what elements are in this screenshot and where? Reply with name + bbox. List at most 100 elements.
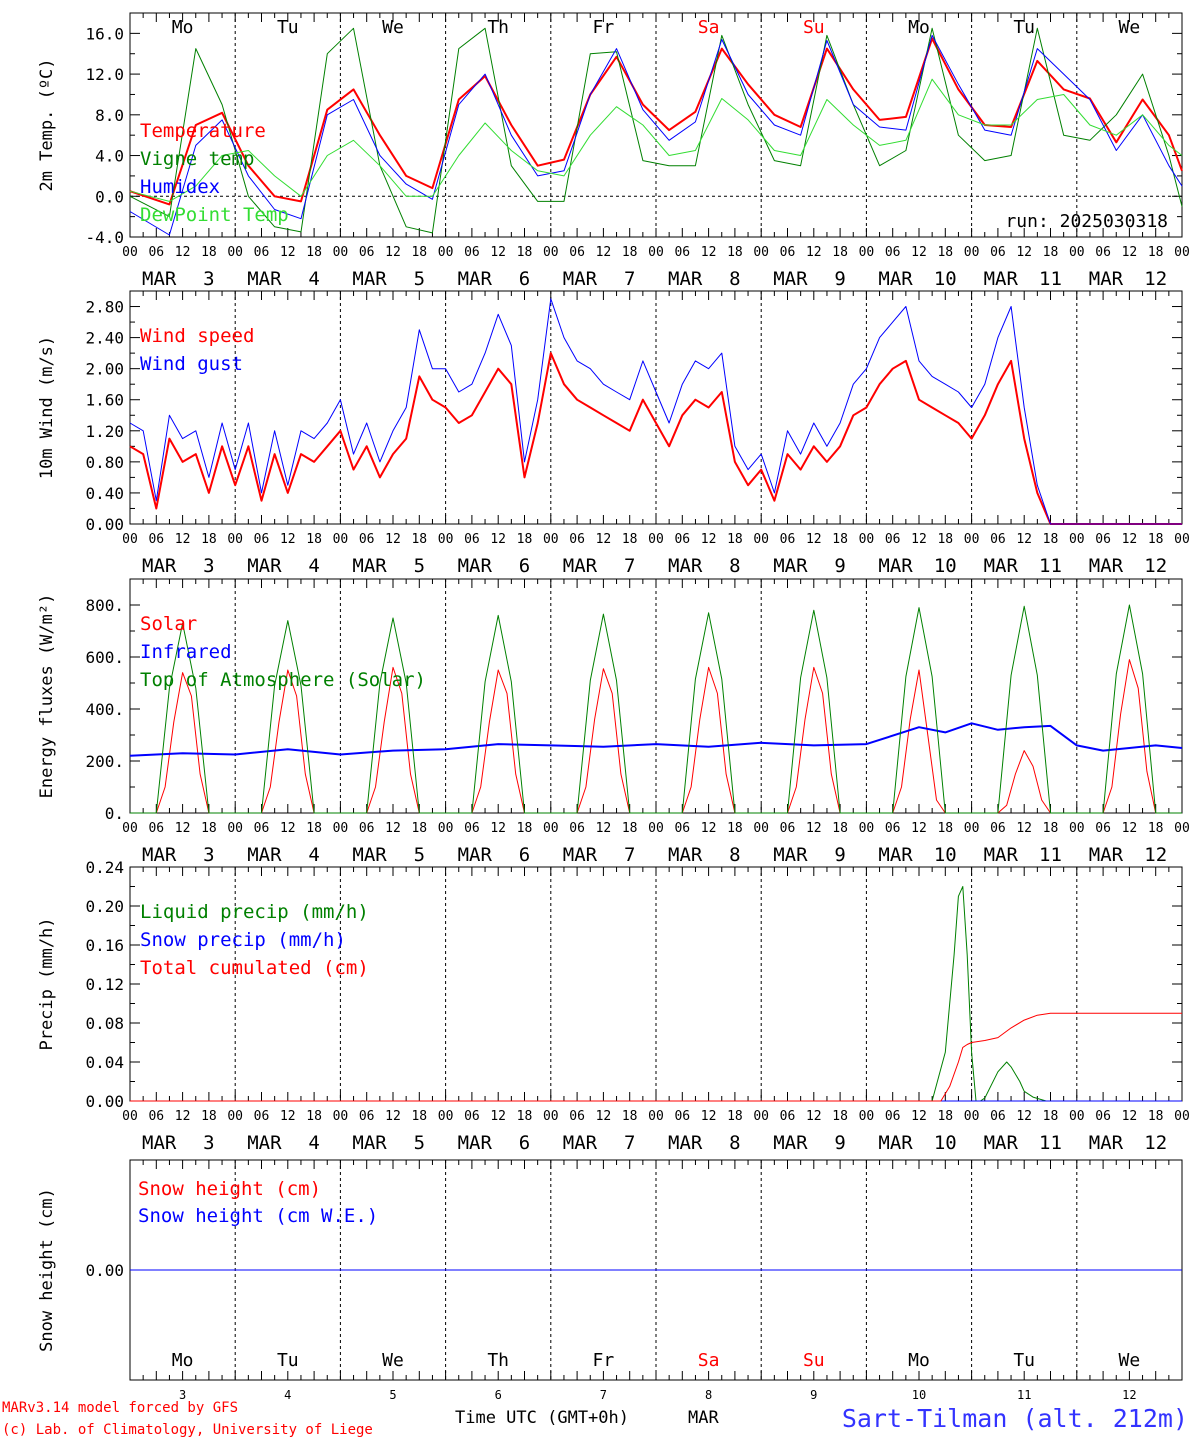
date-day-label: 4 xyxy=(308,555,319,577)
date-day-label: 9 xyxy=(834,268,845,290)
hour-tick-label: 06 xyxy=(780,821,796,836)
hour-tick-label: 18 xyxy=(1043,245,1059,260)
hour-tick-label: 12 xyxy=(280,245,296,260)
hour-tick-label: 12 xyxy=(596,245,612,260)
hour-tick-label: 00 xyxy=(1069,1109,1085,1124)
hour-tick-label: 00 xyxy=(333,821,349,836)
legend-entry: Snow height (cm) xyxy=(138,1178,321,1200)
date-day-label: 11 xyxy=(1039,1132,1062,1154)
date-day-label: 12 xyxy=(1144,844,1167,866)
legend-entry: Solar xyxy=(140,613,197,635)
xaxis-month: MAR xyxy=(688,1408,719,1428)
y-tick-label: 0.0 xyxy=(95,187,124,206)
hour-tick-label: 18 xyxy=(622,1109,638,1124)
date-month-label: MAR xyxy=(878,268,913,290)
hour-tick-label: 12 xyxy=(701,245,717,260)
hour-tick-label: 12 xyxy=(1016,532,1032,547)
y-axis-label: Precip (mm/h) xyxy=(37,917,57,1050)
hour-tick-label: 06 xyxy=(464,821,480,836)
date-day-label: 6 xyxy=(519,844,530,866)
hour-tick-label: 00 xyxy=(753,532,769,547)
y-tick-label: -4.0 xyxy=(85,228,124,247)
date-day-label: 3 xyxy=(203,555,214,577)
hour-tick-label: 00 xyxy=(1069,821,1085,836)
hour-tick-label: 06 xyxy=(148,821,164,836)
hour-tick-label: 18 xyxy=(832,245,848,260)
hour-tick-label: 12 xyxy=(280,1109,296,1124)
hour-tick-label: 18 xyxy=(937,532,953,547)
date-day-label: 8 xyxy=(729,555,740,577)
hour-tick-label: 18 xyxy=(411,245,427,260)
hour-tick-label: 18 xyxy=(1148,245,1164,260)
hour-tick-label: 12 xyxy=(701,1109,717,1124)
y-tick-label: 8.0 xyxy=(95,106,124,125)
hour-tick-label: 06 xyxy=(990,821,1006,836)
date-day-label: 8 xyxy=(729,844,740,866)
day-name-bottom: Mo xyxy=(908,1350,930,1371)
day-name-top: We xyxy=(382,17,404,38)
footer: MARv3.14 model forced by GFS (c) Lab. of… xyxy=(2,1400,1188,1438)
date-month-label: MAR xyxy=(458,268,493,290)
hour-tick-label: 00 xyxy=(859,245,875,260)
day-name-top: Su xyxy=(803,17,825,38)
hour-tick-label: 12 xyxy=(175,1109,191,1124)
hour-tick-label: 18 xyxy=(727,821,743,836)
date-day-label: 3 xyxy=(203,1132,214,1154)
hour-tick-label: 00 xyxy=(859,1109,875,1124)
hour-tick-label: 00 xyxy=(964,532,980,547)
day-date-bottom: 8 xyxy=(705,1388,712,1402)
date-month-label: MAR xyxy=(668,1132,703,1154)
series-line-vigne-temp xyxy=(129,27,1183,234)
hour-tick-label: 12 xyxy=(701,532,717,547)
hour-tick-label: 00 xyxy=(122,245,138,260)
date-month-label: MAR xyxy=(563,268,598,290)
panel-3: 0. 200. 400. 600. 800. Energy fluxes (W/m²) So… xyxy=(37,578,1190,866)
hour-tick-label: 06 xyxy=(148,532,164,547)
hour-tick-label: 12 xyxy=(280,821,296,836)
hour-tick-label: 18 xyxy=(306,532,322,547)
legend-entry: DewPoint Temp xyxy=(140,204,289,226)
date-day-label: 5 xyxy=(414,268,425,290)
date-month-label: MAR xyxy=(984,844,1019,866)
day-name-top: Fr xyxy=(593,17,615,38)
hour-tick-label: 06 xyxy=(885,821,901,836)
series-line-dewpoint-temp xyxy=(129,78,1183,202)
hour-tick-label: 18 xyxy=(622,532,638,547)
hour-tick-label: 12 xyxy=(1122,245,1138,260)
date-day-label: 5 xyxy=(414,844,425,866)
hour-tick-label: 06 xyxy=(359,821,375,836)
y-tick-label: 2.80 xyxy=(85,298,124,317)
date-month-label: MAR xyxy=(1089,268,1124,290)
series-line-liquid-precip-mm-h- xyxy=(130,886,1182,1102)
hour-tick-label: 12 xyxy=(911,1109,927,1124)
hour-tick-label: 18 xyxy=(937,245,953,260)
hour-tick-label: 12 xyxy=(806,1109,822,1124)
date-day-label: 9 xyxy=(834,844,845,866)
day-name-bottom: We xyxy=(1119,1350,1141,1371)
legend-entry: Wind gust xyxy=(140,353,243,375)
hour-tick-label: 12 xyxy=(911,245,927,260)
hour-tick-label: 00 xyxy=(543,532,559,547)
y-tick-label: 0.16 xyxy=(85,936,124,955)
hour-tick-label: 12 xyxy=(385,245,401,260)
y-tick-label: 0.40 xyxy=(85,484,124,503)
y-tick-label: 1.20 xyxy=(85,422,124,441)
panel-2: 0.00 0.40 0.80 1.20 1.60 2.00 2.40 2.80 10m Wind… xyxy=(37,290,1190,577)
hour-tick-label: 12 xyxy=(911,821,927,836)
hour-tick-label: 18 xyxy=(1148,532,1164,547)
date-day-label: 6 xyxy=(519,1132,530,1154)
y-tick-label: 400. xyxy=(85,700,124,719)
hour-tick-label: 06 xyxy=(885,532,901,547)
date-day-label: 6 xyxy=(519,268,530,290)
day-date-bottom: 5 xyxy=(389,1388,396,1402)
hour-tick-label: 00 xyxy=(122,821,138,836)
date-month-label: MAR xyxy=(352,555,387,577)
y-axis-label: Snow height (cm) xyxy=(37,1188,57,1352)
hour-tick-label: 00 xyxy=(438,821,454,836)
date-month-label: MAR xyxy=(142,555,177,577)
hour-tick-label: 00 xyxy=(333,532,349,547)
y-tick-label: 1.60 xyxy=(85,391,124,410)
hour-tick-label: 06 xyxy=(254,245,270,260)
day-name-top: Tu xyxy=(1013,17,1035,38)
hour-tick-label: 06 xyxy=(1095,821,1111,836)
